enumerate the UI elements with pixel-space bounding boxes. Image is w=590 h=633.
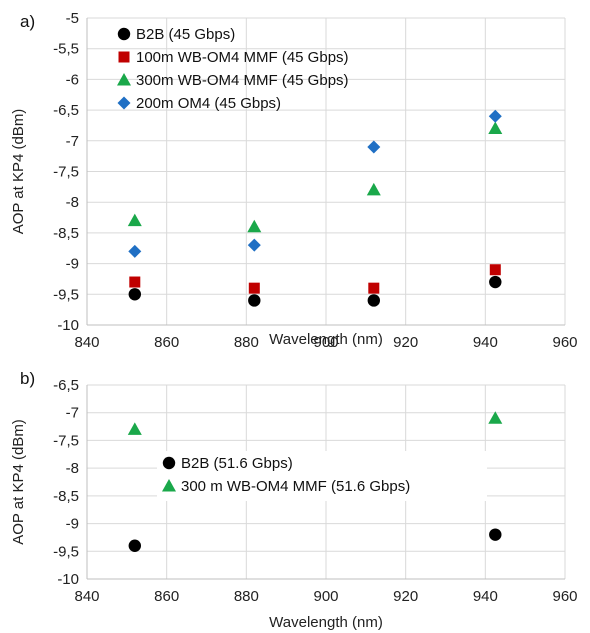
legend-background xyxy=(157,451,487,501)
data-point-square xyxy=(489,264,501,276)
x-tick-label: 960 xyxy=(552,588,577,605)
data-point-square xyxy=(129,276,141,288)
y-tick-label: -9 xyxy=(66,256,79,273)
legend: B2B (51.6 Gbps) 300 m WB-OM4 MMF (51.6 Gb… xyxy=(157,451,487,501)
legend-marker-diamond xyxy=(117,96,131,110)
y-tick-label: -7 xyxy=(66,133,79,150)
chart-panel-a: 840 860 880 900 920 940 960 -10 -9,5 -9 -8,5 -8 -7,5… xyxy=(10,10,578,351)
y-tick-label: -7,5 xyxy=(53,164,79,181)
x-tick-label: 960 xyxy=(552,334,577,351)
data-point-diamond xyxy=(128,244,142,258)
data-point-diamond xyxy=(367,140,381,154)
panel-label: a) xyxy=(20,12,35,31)
legend-label: 300 m WB-OM4 MMF (51.6 Gbps) xyxy=(181,478,410,495)
x-axis-title: Wavelength (nm) xyxy=(269,614,383,631)
data-point-circle xyxy=(489,275,502,289)
y-tick-label: -8,5 xyxy=(53,225,79,242)
y-tick-label: -8,5 xyxy=(53,488,79,505)
data-point-diamond xyxy=(247,238,261,252)
data-point-circle xyxy=(248,294,261,307)
y-tick-label: -7 xyxy=(66,405,79,422)
x-tick-label: 920 xyxy=(393,334,418,351)
data-point-triangle xyxy=(488,411,503,424)
data-point-triangle xyxy=(127,213,142,227)
data-point-circle xyxy=(128,288,141,301)
x-tick-label: 840 xyxy=(74,588,99,605)
legend-label: 200m OM4 (45 Gbps) xyxy=(136,95,281,112)
y-tick-label: -10 xyxy=(57,317,79,334)
x-tick-label: 920 xyxy=(393,588,418,605)
x-tick-label: 900 xyxy=(313,588,338,605)
y-tick-label: -6,5 xyxy=(53,377,79,394)
y-tick-label: -10 xyxy=(57,571,79,588)
legend-label: 300m WB-OM4 MMF (45 Gbps) xyxy=(136,72,349,89)
data-point-triangle xyxy=(247,219,262,233)
x-tick-label: 880 xyxy=(234,588,259,605)
x-tick-label: 940 xyxy=(473,588,498,605)
chart-panel-b: 840 860 880 900 920 940 960 -10 -9,5 -9 -8,5 -8 -7,5… xyxy=(10,369,578,631)
y-tick-label: -6,5 xyxy=(53,102,79,119)
data-point-triangle xyxy=(127,422,142,435)
y-tick-label: -8 xyxy=(66,460,79,477)
y-axis-title: AOP at KP4 (dBm) xyxy=(10,419,27,545)
legend-marker-circle xyxy=(117,27,131,41)
y-tick-label: -5,5 xyxy=(53,41,79,58)
x-tick-label: 940 xyxy=(473,334,498,351)
legend-marker-triangle xyxy=(162,479,176,492)
legend-marker-triangle xyxy=(117,73,131,86)
x-tick-label: 900 xyxy=(313,334,338,351)
data-point-circle xyxy=(489,528,502,541)
data-point-circle xyxy=(128,539,141,552)
data-point-diamond xyxy=(488,109,502,123)
legend-marker-circle xyxy=(162,456,176,470)
y-tick-label: -9,5 xyxy=(53,286,79,303)
legend-marker-square xyxy=(118,51,130,63)
data-point-triangle xyxy=(366,182,381,196)
x-tick-label: 860 xyxy=(154,588,179,605)
y-tick-label: -6 xyxy=(66,71,79,88)
x-tick-label: 840 xyxy=(74,334,99,351)
data-point-triangle xyxy=(488,121,503,135)
x-tick-label: 860 xyxy=(154,334,179,351)
y-tick-label: -8 xyxy=(66,194,79,211)
data-point-square xyxy=(248,282,260,294)
legend-label: 100m WB-OM4 MMF (45 Gbps) xyxy=(136,49,349,66)
y-tick-label: -9,5 xyxy=(53,543,79,560)
y-tick-label: -9 xyxy=(66,516,79,533)
y-tick-label: -7,5 xyxy=(53,432,79,449)
panel-label: b) xyxy=(20,369,35,388)
data-point-square xyxy=(368,282,380,294)
x-tick-label: 880 xyxy=(234,334,259,351)
y-axis-title: AOP at KP4 (dBm) xyxy=(10,109,27,235)
data-point-circle xyxy=(367,294,380,307)
legend-label: B2B (51.6 Gbps) xyxy=(181,455,293,472)
x-axis-title: Wavelength (nm) xyxy=(269,331,383,348)
y-tick-label: -5 xyxy=(66,10,79,27)
legend-label: B2B (45 Gbps) xyxy=(136,26,235,43)
legend: B2B (45 Gbps) 100m WB-OM4 MMF (45 Gbps) 30… xyxy=(117,26,349,112)
